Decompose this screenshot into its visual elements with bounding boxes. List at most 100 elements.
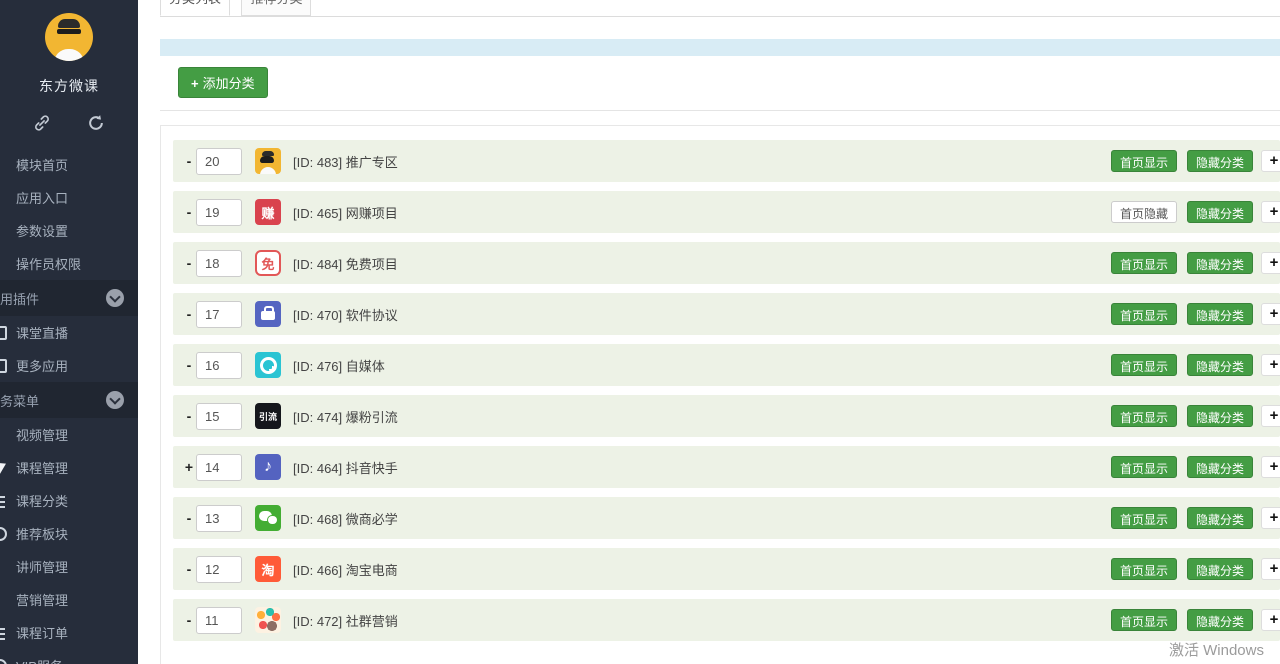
tab[interactable]: 推荐分类 (241, 0, 312, 16)
order-input[interactable] (196, 606, 242, 634)
home-display-button[interactable]: 首页隐藏 (1110, 201, 1177, 223)
list-icon (0, 626, 7, 640)
add-category-label: 添加分类 (202, 76, 255, 91)
avatar[interactable] (45, 13, 93, 61)
sidebar-item[interactable]: 模块首页 (0, 148, 138, 181)
sidebar-item[interactable]: 更多应用 (0, 349, 138, 382)
zhuan-icon: 赚 (255, 199, 281, 225)
home-display-button[interactable]: 首页显示 (1110, 150, 1177, 172)
hide-category-button[interactable]: 隐藏分类 (1186, 150, 1253, 172)
box-icon (0, 326, 7, 340)
order-input[interactable] (196, 555, 242, 583)
tab-label: 分类列表 (169, 0, 221, 7)
sidebar-item[interactable]: 参数设置 (0, 214, 138, 247)
order-input[interactable] (196, 351, 242, 379)
sidebar-item[interactable]: VIP服务 (0, 649, 138, 664)
sidebar-item[interactable]: 课程管理 (0, 451, 138, 484)
sidebar-item[interactable]: 课程分类 (0, 484, 138, 517)
order-input[interactable] (196, 402, 242, 430)
sidebar-item[interactable]: 课堂直播 (0, 316, 138, 349)
home-display-button[interactable]: 首页显示 (1110, 405, 1177, 427)
add-sub-category-button[interactable]: + (1261, 507, 1280, 529)
sidebar-item[interactable]: 视频管理 (0, 418, 138, 451)
sidebar-section-label: 业务菜单 (0, 393, 40, 409)
tab[interactable]: 分类列表 (160, 0, 231, 16)
hide-category-button[interactable]: 隐藏分类 (1186, 201, 1253, 223)
sidebar-item[interactable]: 应用入口 (0, 181, 138, 214)
expand-toggle[interactable]: - (186, 357, 192, 373)
sidebar-item-label: 营销管理 (16, 593, 69, 608)
home-display-button[interactable]: 首页显示 (1110, 558, 1177, 580)
order-input[interactable] (196, 147, 242, 175)
hide-category-button[interactable]: 隐藏分类 (1186, 303, 1253, 325)
add-sub-category-button[interactable]: + (1261, 252, 1280, 274)
hide-category-button[interactable]: 隐藏分类 (1186, 252, 1253, 274)
hide-category-button[interactable]: 隐藏分类 (1186, 354, 1253, 376)
sidebar-item[interactable]: 操作员权限 (0, 247, 138, 280)
expand-toggle[interactable]: - (186, 561, 192, 577)
activate-windows-watermark: 激活 Windows (1168, 642, 1264, 659)
add-category-button[interactable]: + 添加分类 (178, 67, 268, 98)
add-sub-category-button[interactable]: + (1261, 456, 1280, 478)
hide-category-button[interactable]: 隐藏分类 (1186, 456, 1253, 478)
chevron-down-icon[interactable] (106, 289, 124, 307)
add-sub-category-button[interactable]: + (1261, 558, 1280, 580)
category-row: - [ID: 483] 推广专区 首页显示 隐藏分类 + (173, 140, 1280, 182)
hide-category-button[interactable]: 隐藏分类 (1186, 558, 1253, 580)
add-sub-category-button[interactable]: + (1261, 201, 1280, 223)
info-strip (160, 39, 1280, 56)
sidebar-section-header[interactable]: 应用插件 (0, 280, 138, 316)
expand-toggle[interactable]: - (186, 255, 192, 271)
home-display-button[interactable]: 首页显示 (1110, 456, 1177, 478)
chevron-down-icon[interactable] (106, 391, 124, 409)
list-icon (0, 494, 7, 508)
category-label: [ID: 470] 软件协议 (293, 307, 398, 323)
order-input[interactable] (196, 504, 242, 532)
collage-icon (255, 607, 281, 633)
order-input[interactable] (196, 198, 242, 226)
category-label: [ID: 468] 微商必学 (293, 511, 398, 527)
link-icon[interactable] (32, 113, 52, 133)
sidebar-section-header[interactable]: 业务菜单 (0, 382, 138, 418)
home-display-button[interactable]: 首页显示 (1110, 507, 1177, 529)
expand-toggle[interactable]: - (186, 153, 192, 169)
sidebar-item[interactable]: 推荐板块 (0, 517, 138, 550)
add-sub-category-button[interactable]: + (1261, 303, 1280, 325)
expand-toggle[interactable]: - (186, 612, 192, 628)
mian-icon: 免 (255, 250, 281, 276)
order-input[interactable] (196, 453, 242, 481)
avatar-icon (255, 148, 281, 174)
add-sub-category-button[interactable]: + (1261, 405, 1280, 427)
home-display-button[interactable]: 首页显示 (1110, 609, 1177, 631)
expand-toggle[interactable]: - (186, 306, 192, 322)
sidebar-item[interactable]: 讲师管理 (0, 550, 138, 583)
order-input[interactable] (196, 249, 242, 277)
sidebar-item-label: 参数设置 (16, 224, 69, 239)
add-sub-category-button[interactable]: + (1261, 150, 1280, 172)
taobao-icon: 淘 (255, 556, 281, 582)
sidebar-item[interactable]: 课程订单 (0, 616, 138, 649)
hide-category-button[interactable]: 隐藏分类 (1186, 507, 1253, 529)
order-input[interactable] (196, 300, 242, 328)
sidebar-item-label: 讲师管理 (16, 560, 69, 575)
douyin-icon: ♪ (255, 454, 281, 480)
add-sub-category-button[interactable]: + (1261, 609, 1280, 631)
add-sub-category-button[interactable]: + (1261, 354, 1280, 376)
home-display-button[interactable]: 首页显示 (1110, 354, 1177, 376)
expand-toggle[interactable]: - (186, 408, 192, 424)
sidebar-item[interactable]: 营销管理 (0, 583, 138, 616)
hide-category-button[interactable]: 隐藏分类 (1186, 609, 1253, 631)
tab-bar: 分类列表 推荐分类 (160, 0, 1280, 17)
toolbar-panel: + 添加分类 (160, 56, 1280, 111)
hide-category-button[interactable]: 隐藏分类 (1186, 405, 1253, 427)
expand-toggle[interactable]: - (186, 510, 192, 526)
refresh-icon[interactable] (86, 113, 106, 133)
expand-toggle[interactable]: + (184, 459, 194, 475)
category-row: - 引流 [ID: 474] 爆粉引流 首页显示 隐藏分类 + (173, 395, 1280, 437)
circle-icon (0, 659, 7, 664)
home-display-button[interactable]: 首页显示 (1110, 303, 1177, 325)
expand-toggle[interactable]: - (186, 204, 192, 220)
sidebar-item-label: 课程分类 (16, 494, 69, 509)
circle-icon (0, 527, 7, 541)
home-display-button[interactable]: 首页显示 (1110, 252, 1177, 274)
